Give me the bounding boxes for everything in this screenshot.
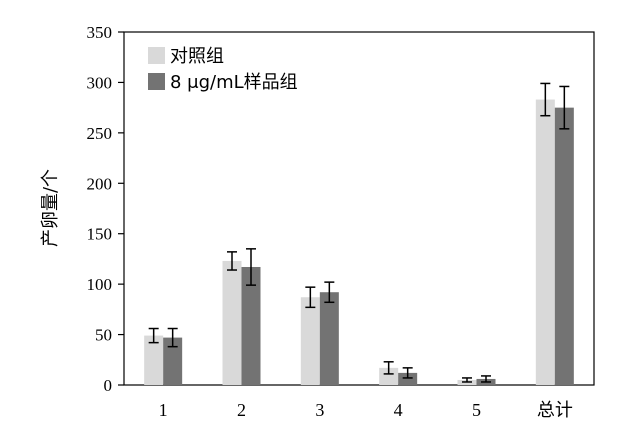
y-tick-label: 50 [95,326,112,345]
bar-control-6 [535,99,555,386]
bar-sample-3 [319,292,339,385]
x-ticks: 1 2 3 4 5 总计 [159,400,573,420]
x-tick-label: 2 [237,400,246,420]
axes [123,31,595,386]
legend-label: 8 μg/mL样品组 [170,72,298,93]
y-tick-label: 250 [87,124,113,143]
y-tick-label: 300 [87,73,113,92]
bar-sample-4 [398,372,418,385]
y-tick-label: 150 [87,225,113,244]
bar-sample-2 [241,266,261,385]
legend: 对照组 8 μg/mL样品组 [148,46,298,93]
x-tick-label: 5 [472,400,481,420]
y-tick-label: 0 [104,376,113,395]
bars [144,99,574,386]
y-tick-label: 350 [87,23,113,42]
bar-control-4 [379,367,399,385]
y-ticks: 0 50 100 150 200 250 300 350 [87,23,124,395]
y-axis-label: 产卵量/个 [40,169,61,247]
x-tick-label: 总计 [537,400,573,420]
bar-sample-6 [554,107,574,386]
x-tick-label: 1 [159,400,168,420]
legend-label: 对照组 [170,46,224,67]
x-tick-label: 4 [394,400,403,420]
x-tick-label: 3 [315,400,324,420]
y-tick-label: 100 [87,275,113,294]
bar-control-2 [222,260,242,385]
plot-frame [123,31,595,386]
legend-swatch [148,73,165,90]
y-tick-label: 200 [87,174,113,193]
legend-swatch [148,47,165,64]
bar-sample-1 [163,337,183,385]
error-bars [148,82,570,383]
bar-control-1 [144,335,164,385]
bar-control-3 [300,297,320,385]
